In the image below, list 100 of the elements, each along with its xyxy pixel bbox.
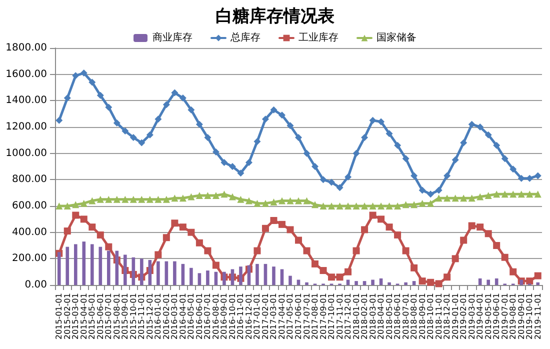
point <box>427 200 434 207</box>
point <box>80 70 88 77</box>
point <box>394 231 402 238</box>
bar <box>388 282 391 285</box>
point <box>204 192 212 199</box>
point <box>88 224 96 231</box>
bar <box>264 264 268 285</box>
x-tick-label: 2015-07-01 <box>104 293 114 340</box>
x-tick-label: 2017-04-01 <box>277 293 286 340</box>
x-tick-label: 2017-12-01 <box>344 293 353 340</box>
x-tick-label: 2015-10-01 <box>128 293 138 340</box>
point <box>435 186 442 194</box>
point <box>418 278 426 285</box>
point <box>468 194 476 202</box>
x-tick-label: 2015-06-01 <box>96 293 105 340</box>
x-tick-label: 2015-02-01 <box>62 293 72 340</box>
point <box>80 216 88 223</box>
bar <box>371 280 374 285</box>
point <box>452 255 459 262</box>
bar <box>486 280 490 285</box>
bar <box>74 244 78 285</box>
point <box>369 202 376 210</box>
x-tick-label: 2017-03-01 <box>269 293 278 340</box>
point <box>402 201 410 208</box>
x-tick-label: 2018-07-01 <box>401 293 410 340</box>
point <box>361 134 368 142</box>
point <box>369 212 376 219</box>
point <box>378 202 385 210</box>
point <box>493 142 500 149</box>
bar <box>296 280 300 285</box>
point <box>476 124 484 130</box>
legend-label: 工业库存 <box>298 32 338 44</box>
point <box>56 202 63 210</box>
y-tick-label: 600.00 <box>12 200 47 212</box>
x-tick-label: 2018-11-01 <box>434 293 444 340</box>
point <box>212 262 220 269</box>
point <box>245 197 252 204</box>
x-tick-label: 2018-02-01 <box>360 293 370 340</box>
point <box>220 190 228 198</box>
x-tick-label: 2019-07-01 <box>500 293 510 340</box>
bar <box>404 282 408 285</box>
x-tick-label: 2016-01-01 <box>154 293 163 340</box>
x-tick-label: 2018-09-01 <box>418 293 427 340</box>
point <box>344 268 352 276</box>
point <box>394 142 402 149</box>
point <box>278 112 286 119</box>
point <box>154 251 162 258</box>
point <box>435 194 442 202</box>
point <box>56 116 63 124</box>
x-tick-label: 2019-05-01 <box>484 293 493 340</box>
x-tick-label: 2017-10-01 <box>327 293 336 340</box>
bar <box>536 282 540 285</box>
x-tick-label: 2015-12-01 <box>145 293 154 340</box>
point <box>64 202 71 210</box>
point <box>188 106 195 114</box>
y-tick-label: 1400.00 <box>6 95 47 106</box>
point <box>468 120 476 128</box>
bar <box>148 260 152 285</box>
point <box>286 197 294 204</box>
point <box>196 239 203 246</box>
bar <box>57 252 61 285</box>
point <box>105 196 112 203</box>
point <box>270 106 278 114</box>
bar <box>305 282 308 285</box>
x-tick-label: 2019-04-01 <box>476 293 485 340</box>
x-tick-label: 2016-06-01 <box>194 293 204 340</box>
point <box>418 200 426 207</box>
bar <box>379 278 383 285</box>
point <box>534 190 542 198</box>
point <box>526 174 534 182</box>
x-tick-label: 2017-09-01 <box>318 293 328 340</box>
x-tick-label: 2018-03-01 <box>368 293 378 340</box>
point <box>130 134 137 142</box>
point <box>64 228 71 235</box>
point <box>154 116 162 123</box>
point <box>113 196 120 203</box>
point <box>188 193 195 200</box>
point <box>352 202 360 210</box>
point <box>484 230 492 238</box>
point <box>262 116 269 123</box>
point <box>452 194 459 202</box>
x-tick-label: 2018-05-01 <box>384 293 394 340</box>
point <box>138 196 146 203</box>
point <box>460 194 468 202</box>
x-tick-label: 2016-12-01 <box>244 293 254 340</box>
y-tick-label: 1600.00 <box>6 68 47 80</box>
point <box>410 201 418 208</box>
point <box>286 122 294 130</box>
point <box>138 139 146 146</box>
point <box>278 220 286 228</box>
x-tick-label: 2016-02-01 <box>162 293 171 340</box>
x-tick-label: 2017-08-01 <box>310 293 320 340</box>
x-tick-label: 2017-02-01 <box>260 293 270 340</box>
x-tick-label: 2016-08-01 <box>211 293 220 340</box>
x-tick-label: 2019-09-01 <box>516 293 526 340</box>
point <box>312 201 319 208</box>
point <box>320 176 327 184</box>
point <box>228 163 236 170</box>
x-tick-label: 2015-08-01 <box>112 293 122 340</box>
x-tick-label: 2017-05-01 <box>286 293 295 340</box>
